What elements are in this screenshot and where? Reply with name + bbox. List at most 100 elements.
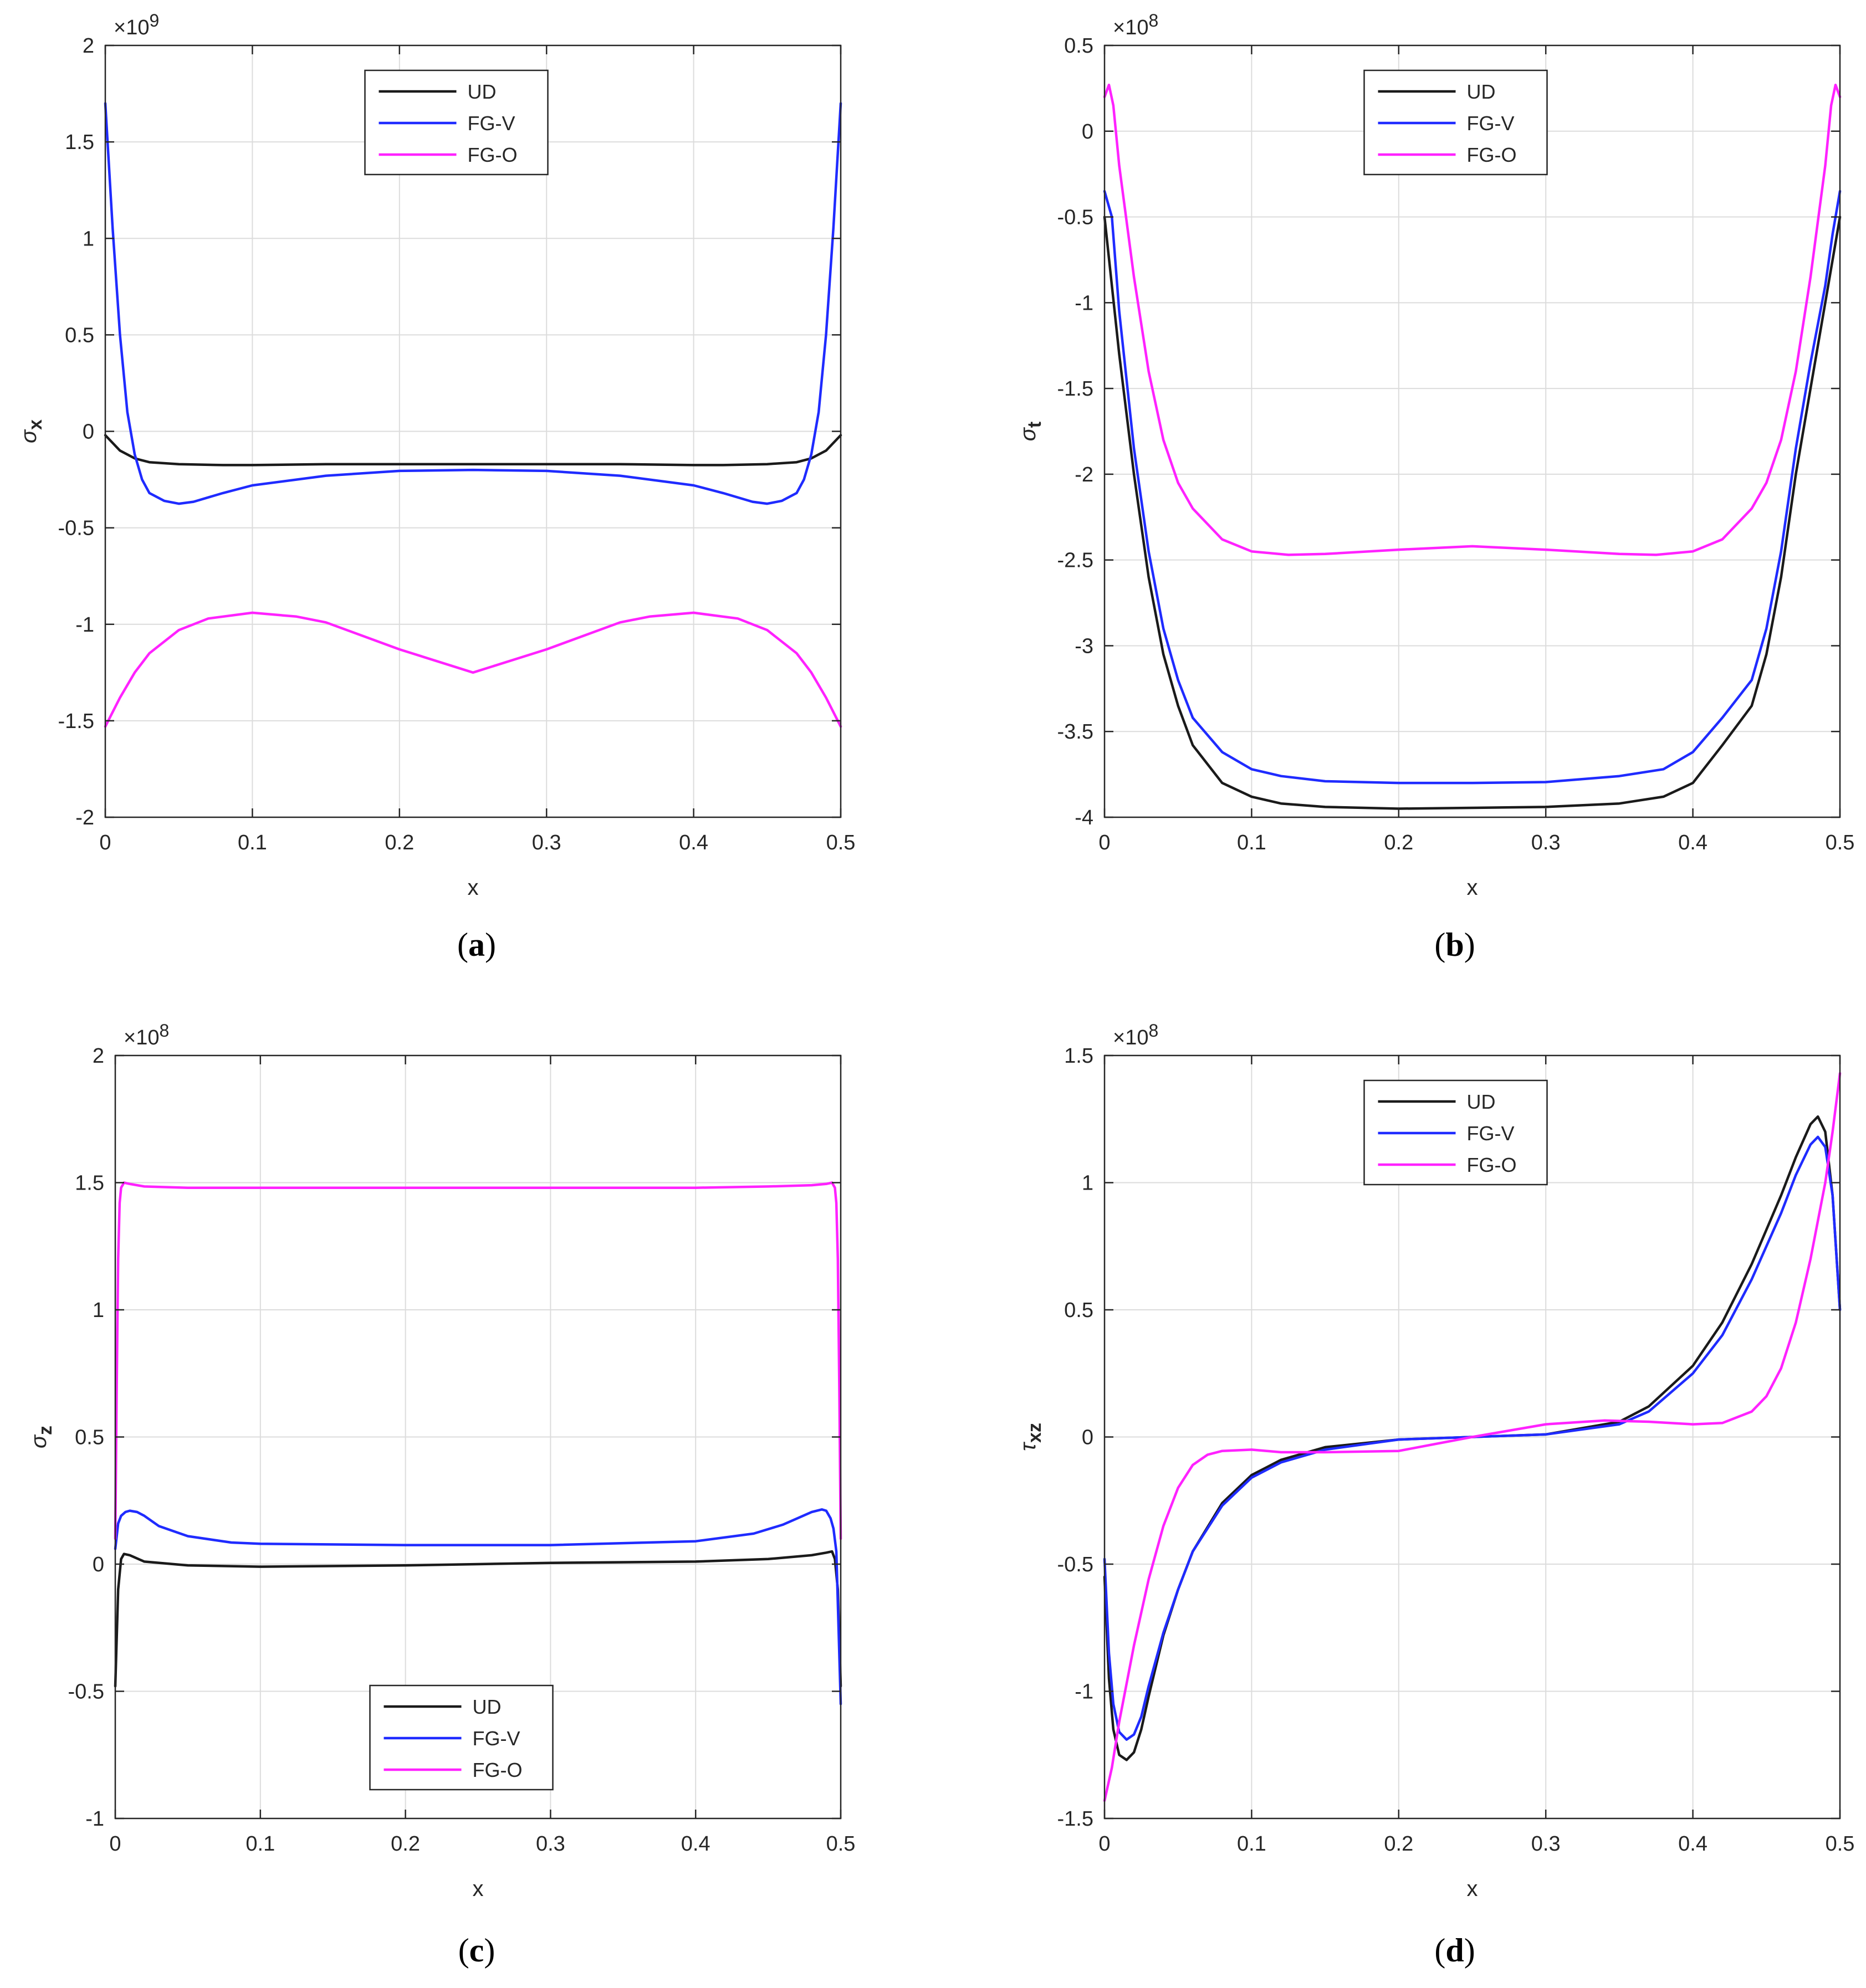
legend: UD FG-V FG-O: [364, 69, 549, 176]
series-line-fg-v: [104, 102, 842, 505]
panel-d: 0 0.1 0.2 0.3 0.4 0.5 -1.5 -1 -0.5 0 0.5 1 1.5 ×108 x τ…: [1016, 1021, 1854, 1969]
y-tick-label: 0: [1082, 1426, 1093, 1449]
y-tick-label: -0.5: [1057, 206, 1093, 229]
y-tick-label: 0.5: [1064, 1299, 1093, 1322]
x-tick-label: 0.5: [826, 831, 856, 854]
y-tick-label: -1: [1075, 1680, 1093, 1704]
legend-label-fg-v: FG-V: [1467, 112, 1515, 135]
y-tick-label: 1: [1082, 1172, 1093, 1195]
axis-exponent-label: ×108: [1113, 1021, 1158, 1049]
y-axis-label: σz: [27, 1426, 56, 1448]
y-tick-label: -1: [1075, 291, 1093, 315]
y-tick-label: 1.5: [1064, 1044, 1093, 1068]
y-tick-label: 0.5: [75, 1426, 104, 1449]
x-tick-label: 0.3: [532, 831, 561, 854]
axes-box: [1103, 44, 1841, 818]
y-tick-label: 1: [83, 227, 94, 250]
y-axis-label: σt: [1016, 422, 1045, 441]
x-tick-label: 0.4: [681, 1832, 710, 1856]
x-tick-label: 0: [1098, 831, 1110, 854]
x-axis-label: x: [473, 1877, 484, 1901]
y-tick-label: 2: [83, 34, 94, 58]
x-axis-label: x: [1467, 875, 1478, 900]
legend-label-ud: UD: [1467, 80, 1496, 103]
x-axis-label: x: [1467, 1877, 1478, 1901]
legend: UD FG-V FG-O: [369, 1684, 554, 1791]
panel-a: 0 0.1 0.2 0.3 0.4 0.5 -2 -1.5 -1 -0.5 0 0.5 1 1.5 2 ×10…: [17, 11, 855, 963]
legend-label-ud: UD: [473, 1695, 502, 1718]
y-tick-label: -2: [1075, 463, 1093, 486]
y-tick-label: -0.5: [1057, 1553, 1093, 1576]
legend: UD FG-V FG-O: [1363, 1079, 1548, 1186]
panel-b: 0 0.1 0.2 0.3 0.4 0.5 -4 -3.5 -3 -2.5 -2 -1.5 -1 -0.5…: [1016, 11, 1854, 963]
x-tick-label: 0.5: [826, 1832, 856, 1856]
x-tick-label: 0: [99, 831, 111, 854]
y-tick-label: 1: [93, 1299, 104, 1322]
axis-exponent-label: ×108: [124, 1021, 169, 1049]
panel-c: 0 0.1 0.2 0.3 0.4 0.5 -1 -0.5 0 0.5 1 1.5 2 ×108 x σz UD…: [27, 1021, 855, 1969]
legend-label-fg-o: FG-O: [1467, 144, 1517, 166]
series-line-ud: [104, 434, 842, 467]
panel-caption: (a): [457, 926, 496, 963]
x-tick-label: 0.1: [238, 831, 267, 854]
y-tick-label: -1: [85, 1807, 104, 1831]
y-tick-label: 0.5: [1064, 34, 1093, 58]
axis-exponent-label: ×109: [114, 11, 159, 39]
x-tick-label: 0.1: [1237, 1832, 1266, 1856]
series-line-fg-v: [1103, 1135, 1842, 1741]
y-tick-label: 0.5: [65, 324, 94, 347]
y-tick-label: -3: [1075, 634, 1093, 658]
x-tick-label: 0.3: [1531, 831, 1561, 854]
x-tick-label: 0.1: [1237, 831, 1266, 854]
series-line-fg-v: [1103, 189, 1842, 785]
x-tick-label: 0.1: [246, 1832, 275, 1856]
y-tick-label: -2: [75, 806, 94, 829]
legend-label-fg-o: FG-O: [468, 144, 518, 166]
series-line-fg-o: [104, 611, 842, 728]
y-tick-label: 1.5: [65, 131, 94, 154]
legend-label-fg-v: FG-V: [473, 1727, 520, 1750]
axis-exponent-label: ×108: [1113, 11, 1158, 39]
y-axis-label: σx: [17, 419, 46, 443]
y-tick-label: -1.5: [1057, 1807, 1093, 1831]
series-line-ud: [1103, 216, 1842, 810]
y-tick-label: -1.5: [1057, 377, 1093, 401]
legend-label-fg-o: FG-O: [473, 1759, 523, 1781]
x-tick-label: 0.2: [1384, 1832, 1413, 1856]
y-tick-label: -1: [75, 613, 94, 637]
x-tick-label: 0: [1098, 1832, 1110, 1856]
y-tick-label: -0.5: [68, 1680, 104, 1704]
y-tick-label: -3.5: [1057, 720, 1093, 744]
legend-label-fg-v: FG-V: [468, 112, 515, 135]
x-tick-label: 0.4: [1678, 831, 1707, 854]
x-tick-label: 0.4: [1678, 1832, 1707, 1856]
series-line-fg-o: [114, 1181, 842, 1540]
x-axis-label: x: [468, 875, 479, 900]
legend-label-fg-o: FG-O: [1467, 1154, 1517, 1176]
panel-caption: (b): [1434, 926, 1475, 963]
x-tick-label: 0.3: [1531, 1832, 1561, 1856]
x-tick-label: 0.5: [1826, 1832, 1855, 1856]
series-line-ud: [114, 1550, 842, 1688]
y-tick-label: -2.5: [1057, 549, 1093, 572]
y-tick-label: 2: [93, 1044, 104, 1068]
series-line-fg-o: [1103, 83, 1842, 556]
y-tick-label: 1.5: [75, 1172, 104, 1195]
x-tick-label: 0: [109, 1832, 121, 1856]
panel-caption: (c): [458, 1932, 495, 1969]
x-tick-label: 0.3: [536, 1832, 565, 1856]
legend-label-ud: UD: [1467, 1090, 1496, 1113]
y-tick-label: -1.5: [58, 710, 94, 733]
series-line-fg-v: [114, 1508, 842, 1705]
series-line-fg-o: [1103, 1072, 1842, 1802]
y-tick-label: -4: [1075, 806, 1093, 829]
x-tick-label: 0.2: [1384, 831, 1413, 854]
x-tick-label: 0.5: [1826, 831, 1855, 854]
y-tick-label: 0: [83, 421, 94, 444]
legend-label-ud: UD: [468, 80, 497, 103]
panel-caption: (d): [1434, 1932, 1475, 1969]
x-tick-label: 0.2: [391, 1832, 420, 1856]
y-axis-label: τxz: [1016, 1423, 1045, 1451]
x-tick-label: 0.2: [385, 831, 414, 854]
